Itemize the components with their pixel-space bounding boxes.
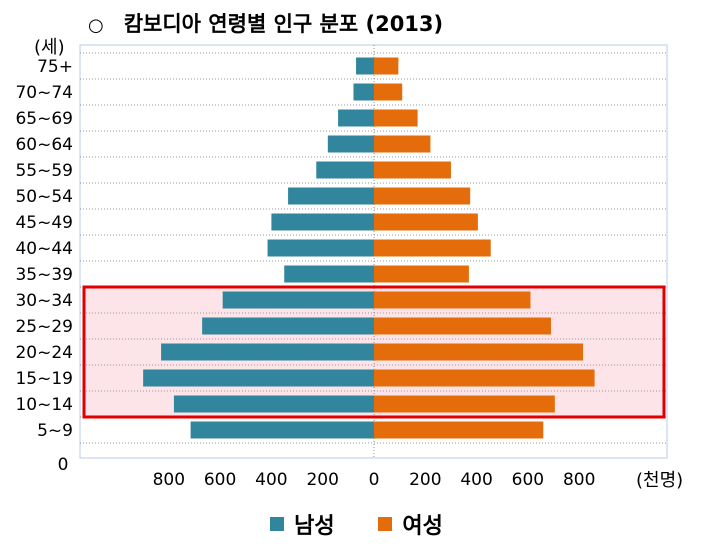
- category-label: 25~29: [15, 317, 73, 337]
- bar-male: [353, 83, 374, 101]
- y-axis-zero-label: 0: [58, 455, 69, 475]
- x-tick-label: 200: [306, 470, 338, 490]
- plot-frame: [79, 44, 668, 459]
- bar-male: [173, 395, 374, 413]
- category-label: 60~64: [15, 135, 73, 155]
- category-label: 20~24: [15, 343, 73, 363]
- bar-male: [284, 265, 374, 283]
- chart-title: ○ 캄보디아 연령별 인구 분포 (2013): [88, 8, 443, 38]
- bar-male: [202, 317, 374, 335]
- x-tick-label: 200: [409, 470, 441, 490]
- bar-female: [374, 213, 478, 231]
- x-tick-label: 800: [153, 470, 185, 490]
- bar-male: [316, 161, 374, 179]
- bar-male: [267, 239, 374, 257]
- bar-female: [374, 291, 531, 309]
- bar-female: [374, 395, 555, 413]
- highlight-band-border: [82, 285, 666, 419]
- legend-swatch-male: [270, 517, 285, 531]
- bar-male: [143, 369, 374, 387]
- bar-male: [161, 343, 374, 361]
- category-label: 45~49: [15, 213, 73, 233]
- legend-swatch-female: [378, 517, 393, 531]
- bar-female: [374, 187, 471, 205]
- category-label: 70~74: [15, 83, 73, 103]
- bar-male: [222, 291, 374, 309]
- legend-item-female: 여성: [378, 508, 443, 540]
- bar-female: [374, 83, 403, 101]
- bar-male: [288, 187, 374, 205]
- category-label: 15~19: [15, 369, 73, 389]
- x-tick-label: 400: [460, 470, 492, 490]
- category-label: 65~69: [15, 109, 73, 129]
- x-tick-label: 400: [255, 470, 287, 490]
- category-label: 30~34: [15, 291, 73, 311]
- bar-male: [190, 421, 374, 439]
- bar-female: [374, 109, 418, 127]
- bar-female: [374, 343, 584, 361]
- x-tick-label: 800: [563, 470, 595, 490]
- category-label: 75+: [37, 57, 73, 77]
- x-tick-label: 600: [204, 470, 236, 490]
- category-label: 55~59: [15, 161, 73, 181]
- title-text: 캄보디아 연령별 인구 분포 (2013): [123, 12, 444, 36]
- bar-female: [374, 421, 544, 439]
- category-label: 40~44: [15, 239, 73, 259]
- bar-female: [374, 239, 491, 257]
- legend-label-male: 남성: [294, 514, 335, 539]
- bar-female: [374, 265, 469, 283]
- x-axis-unit: (천명): [636, 470, 684, 491]
- bar-female: [374, 317, 551, 335]
- bar-male: [271, 213, 374, 231]
- category-label: 5~9: [37, 421, 73, 441]
- legend-label-female: 여성: [402, 514, 443, 539]
- x-tick-label: 600: [512, 470, 544, 490]
- bar-female: [374, 57, 399, 75]
- bar-female: [374, 161, 451, 179]
- bar-male: [338, 109, 374, 127]
- y-axis-unit: (세): [34, 37, 65, 58]
- bar-male: [327, 135, 374, 153]
- x-tick-label: 0: [369, 470, 380, 490]
- bar-female: [374, 369, 595, 387]
- category-label: 50~54: [15, 187, 73, 207]
- bar-female: [374, 135, 431, 153]
- legend-item-male: 남성: [270, 508, 335, 540]
- category-label: 35~39: [15, 265, 73, 285]
- legend: 남성 여성: [0, 508, 713, 540]
- category-label: 10~14: [15, 395, 73, 415]
- bar-male: [356, 57, 374, 75]
- title-bullet: ○: [88, 15, 104, 36]
